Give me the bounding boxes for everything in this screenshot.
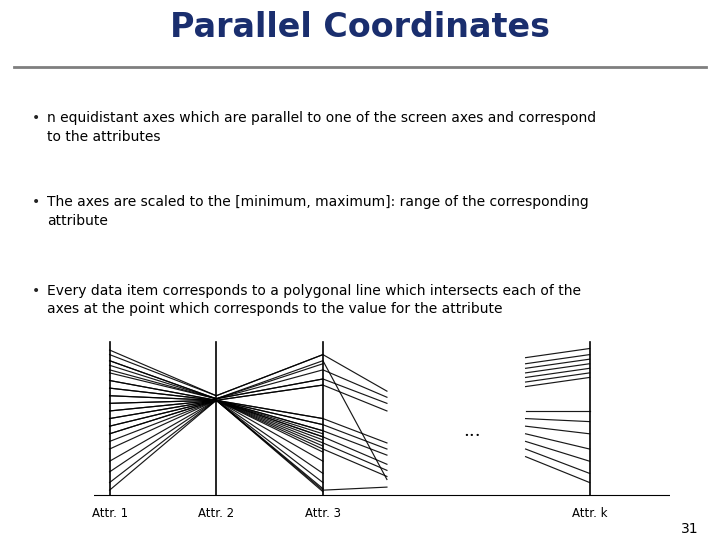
Text: Attr. 1: Attr. 1 <box>91 507 127 520</box>
Text: Every data item corresponds to a polygonal line which intersects each of the
axe: Every data item corresponds to a polygon… <box>48 284 581 316</box>
Text: Attr. 3: Attr. 3 <box>305 507 341 520</box>
Text: The axes are scaled to the [minimum, maximum]: range of the corresponding
attrib: The axes are scaled to the [minimum, max… <box>48 195 589 228</box>
Text: n equidistant axes which are parallel to one of the screen axes and correspond
t: n equidistant axes which are parallel to… <box>48 111 596 144</box>
Text: Parallel Coordinates: Parallel Coordinates <box>170 11 550 44</box>
Text: •: • <box>32 284 40 298</box>
Text: Attr. 2: Attr. 2 <box>198 507 234 520</box>
Text: •: • <box>32 111 40 125</box>
Text: Attr. k: Attr. k <box>572 507 608 520</box>
Text: 31: 31 <box>681 522 698 536</box>
Text: ...: ... <box>464 422 481 440</box>
Text: •: • <box>32 195 40 209</box>
